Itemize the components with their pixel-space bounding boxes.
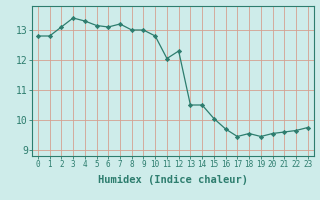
X-axis label: Humidex (Indice chaleur): Humidex (Indice chaleur) <box>98 175 248 185</box>
